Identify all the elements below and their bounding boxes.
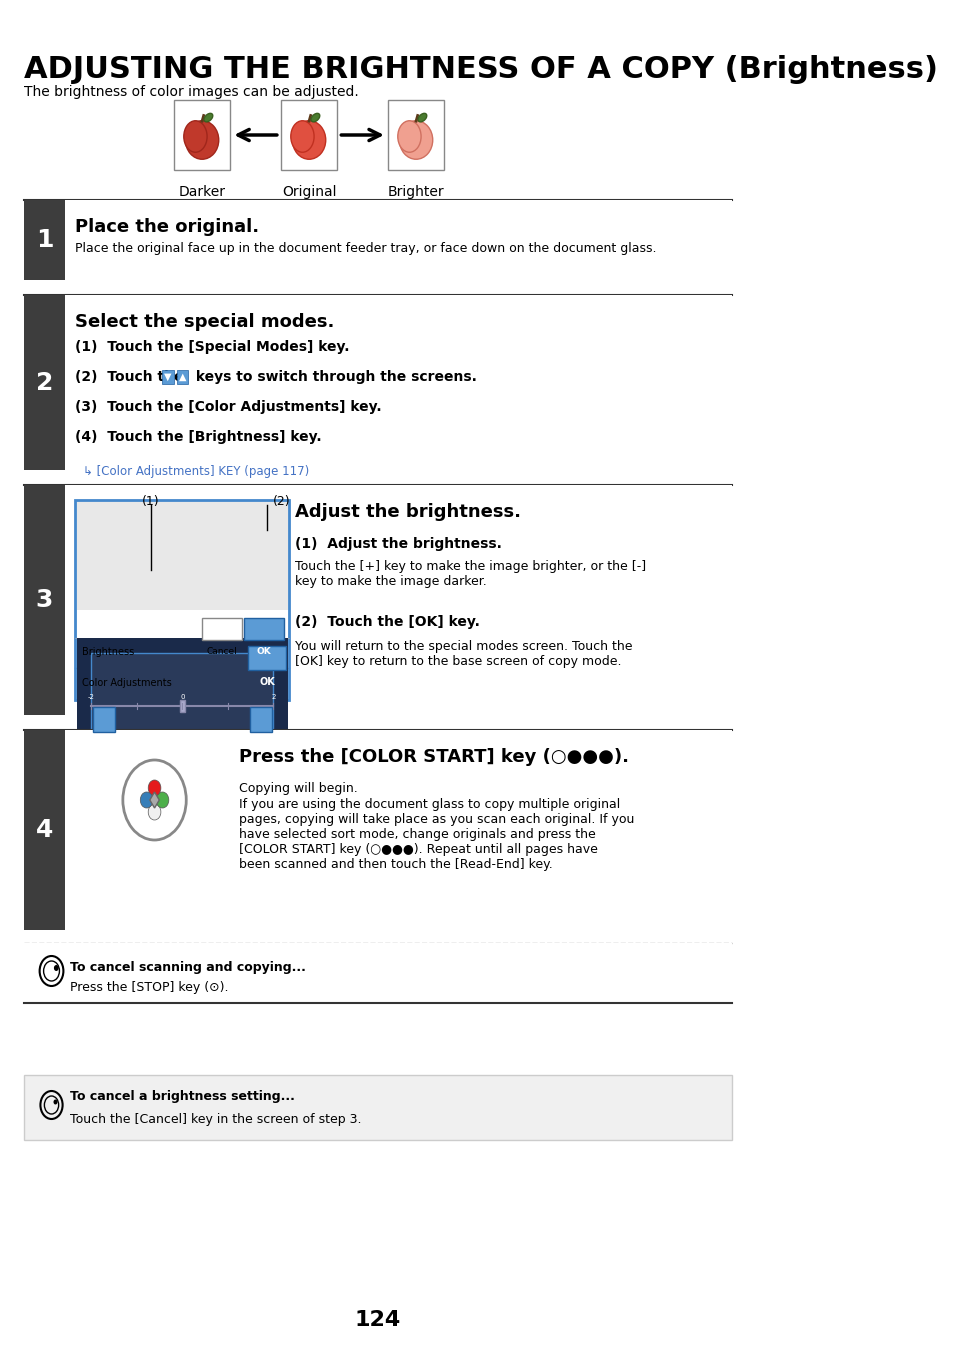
Text: Original: Original	[281, 185, 336, 199]
Text: OK: OK	[259, 677, 274, 688]
Ellipse shape	[291, 120, 314, 153]
Text: (1)  Touch the [Special Modes] key.: (1) Touch the [Special Modes] key.	[75, 340, 350, 354]
Bar	[77, 611, 288, 638]
Ellipse shape	[185, 120, 218, 159]
Bar	[244, 617, 283, 640]
Bar	[91, 653, 274, 759]
Text: ▲: ▲	[178, 372, 186, 382]
Circle shape	[148, 780, 161, 796]
Bar	[77, 638, 288, 774]
Text: Color Adjustments: Color Adjustments	[82, 678, 172, 688]
Ellipse shape	[311, 113, 319, 122]
Bar	[174, 100, 230, 170]
Text: 0: 0	[180, 694, 184, 700]
Bar	[388, 100, 443, 170]
Polygon shape	[150, 792, 159, 808]
Circle shape	[156, 792, 169, 808]
Bar	[24, 730, 65, 929]
Bar	[65, 485, 732, 715]
Text: Brightness: Brightness	[82, 647, 133, 657]
Ellipse shape	[293, 120, 325, 159]
Text: (3)  Touch the [Color Adjustments] key.: (3) Touch the [Color Adjustments] key.	[75, 400, 381, 413]
Bar	[65, 200, 732, 280]
Circle shape	[140, 792, 152, 808]
Bar	[202, 617, 241, 640]
Ellipse shape	[399, 120, 433, 159]
Text: Press the [COLOR START] key (○●●●).: Press the [COLOR START] key (○●●●).	[239, 748, 629, 766]
Bar	[248, 646, 286, 670]
Ellipse shape	[204, 113, 213, 122]
Text: (2): (2)	[273, 494, 290, 508]
Text: 124: 124	[355, 1310, 401, 1329]
Bar	[92, 707, 114, 732]
Ellipse shape	[184, 120, 207, 153]
Text: ↳ [Color Adjustments] KEY (page 117): ↳ [Color Adjustments] KEY (page 117)	[83, 465, 309, 478]
Bar	[65, 730, 732, 929]
Text: Darker: Darker	[178, 185, 225, 199]
Ellipse shape	[417, 113, 426, 122]
Ellipse shape	[397, 120, 420, 153]
Text: ▼: ▼	[164, 372, 172, 382]
Text: 1: 1	[35, 228, 53, 253]
Bar	[176, 370, 188, 384]
Bar	[77, 667, 288, 698]
Circle shape	[53, 1100, 57, 1105]
Circle shape	[45, 1096, 58, 1115]
Text: Touch the [+] key to make the image brighter, or the [-]
key to make the image d: Touch the [+] key to make the image brig…	[294, 561, 645, 588]
Bar	[75, 500, 289, 700]
Text: Select the special modes.: Select the special modes.	[75, 313, 335, 331]
Text: 3: 3	[35, 588, 53, 612]
Text: Brighter: Brighter	[387, 185, 444, 199]
Circle shape	[53, 965, 58, 971]
Circle shape	[40, 1092, 63, 1119]
Text: The brightness of color images can be adjusted.: The brightness of color images can be ad…	[24, 85, 358, 99]
Circle shape	[148, 804, 161, 820]
Bar	[281, 100, 336, 170]
Text: 2: 2	[35, 370, 53, 394]
Bar	[24, 200, 65, 280]
Text: You will return to the special modes screen. Touch the
[OK] key to return to the: You will return to the special modes scr…	[294, 640, 632, 667]
Bar	[180, 700, 185, 712]
Bar	[24, 295, 65, 470]
Text: ADJUSTING THE BRIGHTNESS OF A COPY (Brightness): ADJUSTING THE BRIGHTNESS OF A COPY (Brig…	[24, 55, 937, 84]
Text: Touch the [Cancel] key in the screen of step 3.: Touch the [Cancel] key in the screen of …	[70, 1113, 361, 1125]
Text: Place the original face up in the document feeder tray, or face down on the docu: Place the original face up in the docume…	[75, 242, 656, 255]
Text: Copying will begin.: Copying will begin.	[239, 782, 357, 794]
Text: To cancel a brightness setting...: To cancel a brightness setting...	[70, 1090, 294, 1102]
Text: To cancel scanning and copying...: To cancel scanning and copying...	[70, 961, 305, 974]
Text: (2)  Touch the: (2) Touch the	[75, 370, 189, 384]
Text: Press the [STOP] key (⊙).: Press the [STOP] key (⊙).	[70, 981, 228, 994]
Text: -: -	[100, 735, 108, 754]
Bar	[24, 485, 65, 715]
Text: Cancel: Cancel	[207, 647, 237, 655]
Text: Adjust the brightness.: Adjust the brightness.	[294, 503, 520, 521]
Text: (1)  Adjust the brightness.: (1) Adjust the brightness.	[294, 536, 501, 551]
Circle shape	[44, 961, 59, 981]
Text: Place the original.: Place the original.	[75, 218, 259, 236]
Bar	[65, 295, 732, 470]
Bar	[250, 707, 272, 732]
Text: OK: OK	[256, 647, 271, 655]
Circle shape	[123, 761, 186, 840]
Text: (1): (1)	[142, 494, 159, 508]
Text: (2)  Touch the [OK] key.: (2) Touch the [OK] key.	[294, 615, 479, 630]
Text: keys to switch through the screens.: keys to switch through the screens.	[191, 370, 476, 384]
Text: (4)  Touch the [Brightness] key.: (4) Touch the [Brightness] key.	[75, 430, 321, 444]
Circle shape	[40, 957, 63, 986]
Bar	[24, 1075, 732, 1140]
Bar	[162, 370, 173, 384]
Text: -2: -2	[88, 694, 94, 700]
Bar	[24, 943, 732, 1002]
Text: 2: 2	[271, 694, 275, 700]
Text: +: +	[253, 736, 268, 754]
Text: 4: 4	[35, 817, 53, 842]
Text: If you are using the document glass to copy multiple original
pages, copying wil: If you are using the document glass to c…	[239, 798, 634, 871]
